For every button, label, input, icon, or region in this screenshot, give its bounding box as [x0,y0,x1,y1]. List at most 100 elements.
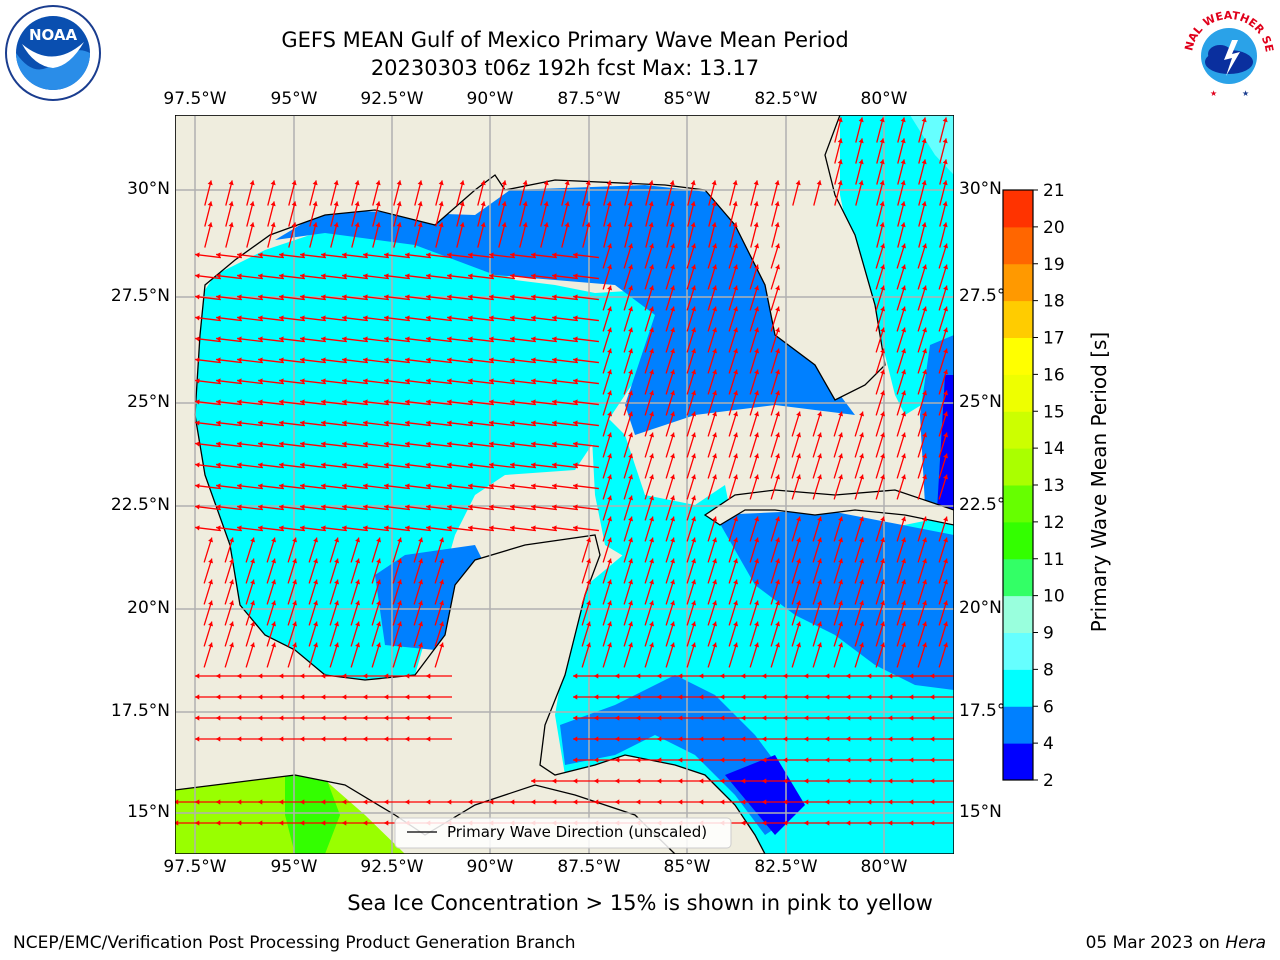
wave-arrow [665,600,676,626]
wave-arrow [812,642,823,668]
wave-arrow [363,378,389,385]
axis-tick-label: 92.5°W [360,857,424,877]
wave-arrow [582,222,591,248]
axis-tick-label: 25°N [127,392,170,412]
wave-arrow [728,327,739,353]
wave-arrow [434,537,445,563]
wave-arrow [204,180,213,206]
wave-arrow [266,579,277,605]
wave-arrow [875,243,886,269]
wave-arrow [350,600,361,626]
wave-arrow [321,294,347,301]
wave-arrow [581,558,592,584]
wave-arrow [749,285,760,311]
axis-tick-label: 90°W [466,89,514,109]
wave-arrow [573,273,599,280]
wave-arrow [321,441,347,448]
wave-arrow [749,474,760,500]
colorbar-segment [1003,374,1033,412]
wave-arrow [456,201,465,227]
wave-arrow [686,537,697,563]
wave-arrow [489,504,515,511]
wave-arrow [854,621,865,647]
wave-arrow [279,294,305,301]
wave-arrow [468,441,494,448]
wave-arrow [309,222,318,248]
wave-arrow [875,369,886,395]
wave-arrow [350,537,361,563]
wave-arrow [203,558,214,584]
wave-arrow [938,390,949,416]
wave-arrow [686,600,697,626]
wave-arrow [329,621,340,647]
wave-arrow [728,537,739,563]
wave-arrow [267,180,276,206]
wave-arrow [707,537,718,563]
wave-arrow [405,399,431,406]
wave-arrow [195,336,221,343]
wave-arrow [321,336,347,343]
axis-tick-label: 27.5°N [110,286,170,306]
wave-arrow [237,441,263,448]
wave-arrow [447,504,473,511]
wave-arrow [468,462,494,469]
wave-arrow [729,180,738,206]
wave-arrow [447,399,473,406]
wave-arrow [468,420,494,427]
wave-arrow [728,642,739,668]
wave-arrow [308,642,319,668]
wave-arrow [896,537,907,563]
wave-arrow [300,273,326,280]
wave-arrow [510,252,536,259]
wave-arrow [350,642,361,668]
wave-arrow [426,294,452,301]
wave-arrow [372,222,381,248]
wave-arrow [531,378,557,385]
wave-arrow [330,180,339,206]
wave-arrow [195,315,221,322]
wave-arrow [623,264,634,290]
wave-arrow [855,159,864,185]
wave-arrow [237,504,263,511]
wave-arrow [665,390,676,416]
wave-arrow [665,642,676,668]
wave-arrow [707,243,718,269]
wave-arrow [665,495,676,521]
wave-arrow [896,432,907,458]
wave-arrow [918,180,927,206]
wave-arrow [686,285,697,311]
wave-arrow [216,336,242,343]
wave-arrow [237,336,263,343]
wave-arrow [917,348,928,374]
wave-arrow [666,222,675,248]
wave-arrow [665,285,676,311]
wave-arrow [623,579,634,605]
wave-arrow [195,525,221,532]
wave-arrow [195,357,221,364]
wave-arrow [342,441,368,448]
wave-arrow [582,180,591,206]
wave-arrow [602,453,613,479]
wave-arrow [750,222,759,248]
wave-arrow [321,399,347,406]
wave-arrow [728,600,739,626]
wave-arrow [405,441,431,448]
wave-arrow [707,642,718,668]
wave-arrow [876,159,885,185]
wave-arrow [644,390,655,416]
wave-arrow [686,411,697,437]
wave-arrow [770,558,781,584]
wave-arrow [384,483,410,490]
wave-arrow [938,369,949,395]
wave-arrow [812,516,823,542]
wave-arrow [414,180,423,206]
wave-arrow [371,600,382,626]
wave-arrow [624,222,633,248]
wave-arrow [434,600,445,626]
wave-arrow [728,453,739,479]
wave-arrow [216,252,242,259]
wave-arrow [426,715,452,721]
wave-arrow [426,736,452,742]
wave-arrow [875,411,886,437]
wave-arrow [833,516,844,542]
